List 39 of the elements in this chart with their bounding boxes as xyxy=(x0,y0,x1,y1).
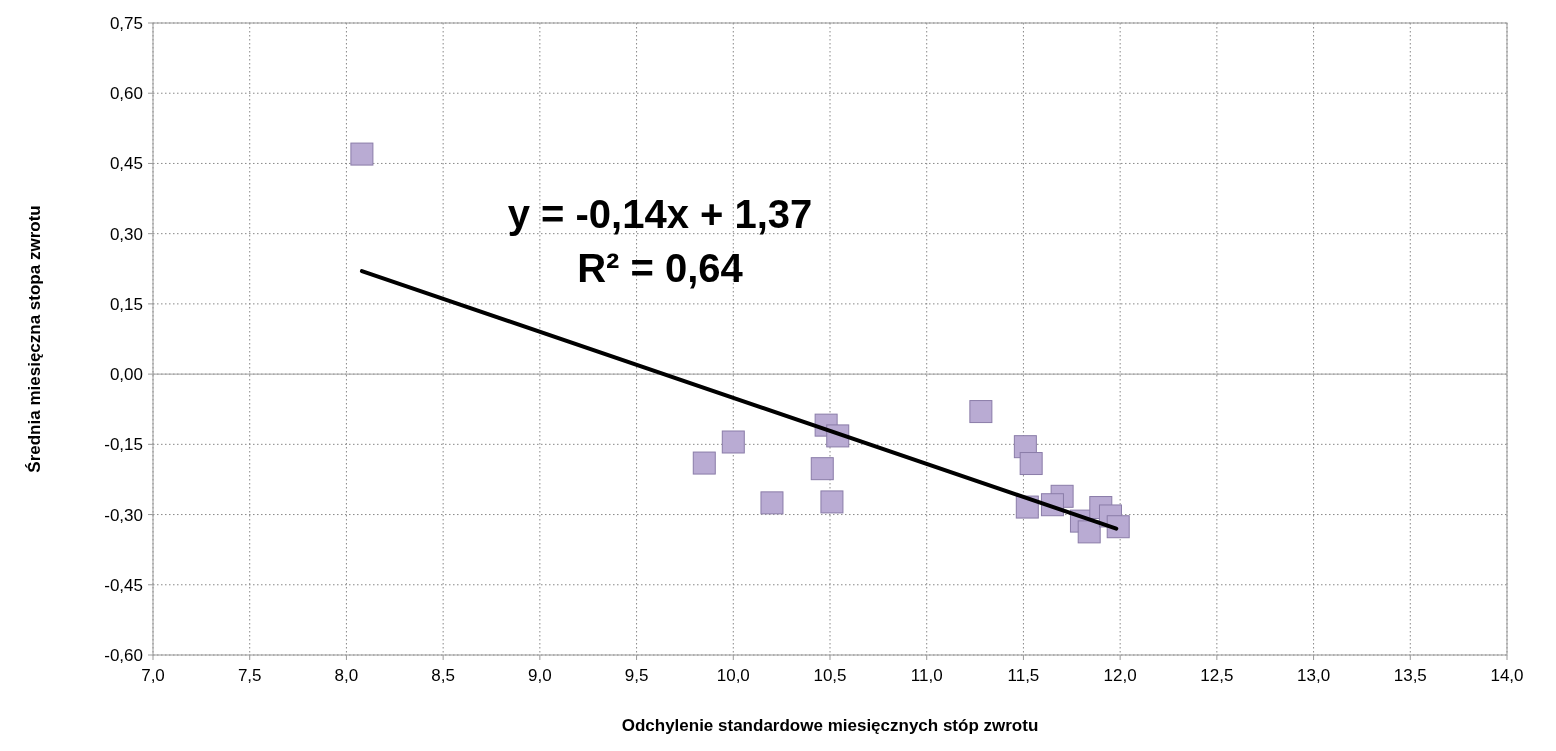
annotation: R² = 0,64 xyxy=(577,246,744,290)
point xyxy=(969,400,993,424)
x-tick-label: 11,0 xyxy=(910,666,943,685)
point xyxy=(350,142,374,166)
x-tick-label: 9,5 xyxy=(624,666,649,685)
y-tick-label: 0,30 xyxy=(109,224,143,244)
x-tick-label: 8,5 xyxy=(431,666,455,685)
x-tick-label: 10,5 xyxy=(813,666,847,685)
point xyxy=(1106,515,1130,539)
point xyxy=(810,457,834,481)
point xyxy=(1077,520,1101,544)
x-tick-label: 7,5 xyxy=(237,666,262,685)
y-tick-label: -0,45 xyxy=(104,575,143,595)
y-tick-label: 0,15 xyxy=(109,294,143,314)
y-tick-label: -0,30 xyxy=(104,505,143,525)
y-axis-title: Średnia miesięczna stopa zwrotu xyxy=(25,205,44,473)
y-tick-label: -0,60 xyxy=(104,646,143,665)
x-tick-label: 12,5 xyxy=(1200,666,1234,685)
x-tick-label: 13,5 xyxy=(1393,666,1427,685)
point xyxy=(1019,452,1043,476)
x-tick-label: 9,0 xyxy=(528,666,552,685)
y-tick-label: 0,00 xyxy=(109,365,143,385)
x-tick-label: 8,0 xyxy=(334,666,359,685)
y-tick-label: -0,15 xyxy=(104,435,143,455)
x-tick-label: 7,0 xyxy=(141,666,165,685)
x-tick-label: 13,0 xyxy=(1297,666,1331,685)
point xyxy=(760,491,784,515)
x-tick-label: 10,0 xyxy=(716,666,750,685)
x-tick-label: 11,5 xyxy=(1007,666,1040,685)
y-tick-label: 0,45 xyxy=(109,154,143,174)
x-axis-title: Odchylenie standardowe miesięcznych stóp zwrotu xyxy=(621,716,1039,735)
x-tick-label: 12,0 xyxy=(1103,666,1137,685)
point xyxy=(692,451,716,475)
annotation: y = -0,14x + 1,37 xyxy=(507,192,813,236)
x-tick-label: 14,0 xyxy=(1490,666,1524,685)
y-tick-label: 0,75 xyxy=(109,14,143,33)
point xyxy=(820,490,844,514)
point xyxy=(721,430,745,454)
y-tick-label: 0,60 xyxy=(109,84,143,104)
